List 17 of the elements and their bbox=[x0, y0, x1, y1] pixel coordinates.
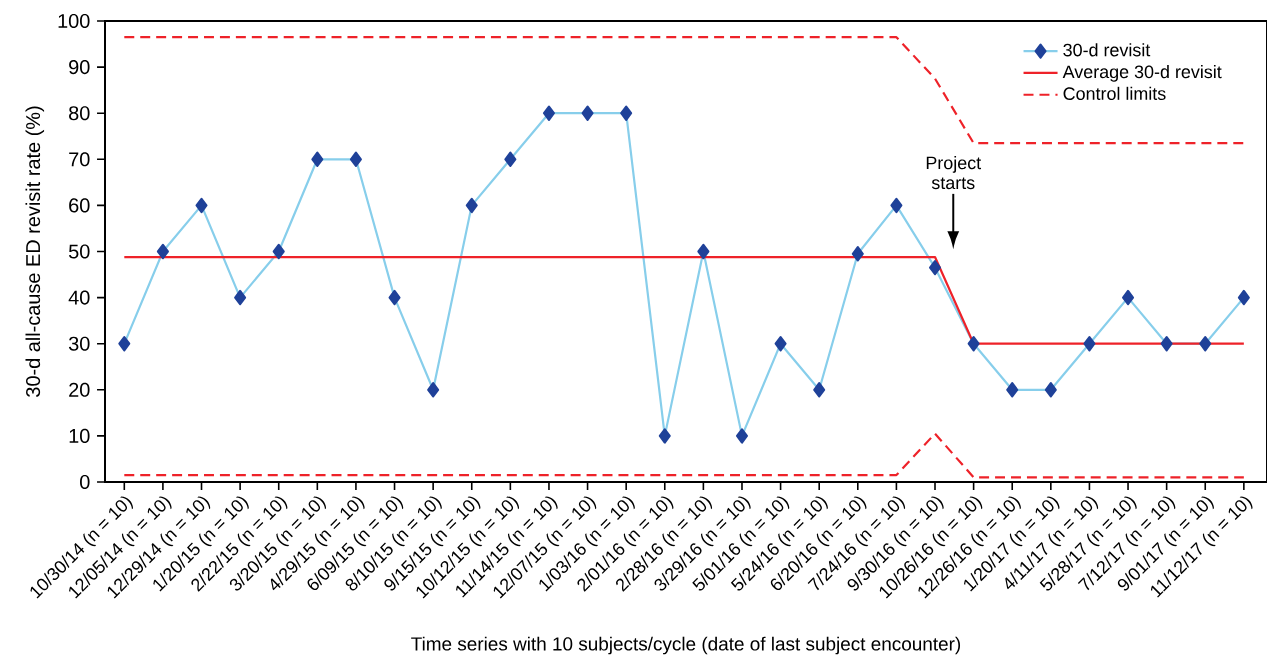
y-tick-label: 20 bbox=[69, 382, 90, 397]
y-tick-label: 90 bbox=[69, 60, 90, 75]
legend-label: Control limits bbox=[1063, 86, 1166, 100]
y-tick-label: 30 bbox=[68, 336, 90, 351]
y-tick-label: 100 bbox=[58, 13, 90, 29]
y-tick-label: 80 bbox=[69, 106, 90, 121]
legend-label: Average 30-d revisit bbox=[1062, 65, 1222, 82]
annotation: Project starts bbox=[926, 156, 982, 190]
legend-label: 30-d revisit bbox=[1063, 43, 1151, 57]
y-tick-label: 0 bbox=[80, 474, 90, 490]
y-tick-label: 60 bbox=[69, 198, 90, 213]
y-tick-label: 50 bbox=[68, 244, 90, 259]
y-tick-label: 40 bbox=[68, 290, 90, 305]
x-axis-title: Time series with 10 subjects/cycle (date of last subject encounter) bbox=[411, 636, 961, 655]
y-axis-title: 30-d all-cause ED revisit rate (%) bbox=[25, 106, 45, 397]
y-tick-label: 70 bbox=[69, 152, 90, 167]
y-tick-label: 10 bbox=[69, 428, 90, 443]
